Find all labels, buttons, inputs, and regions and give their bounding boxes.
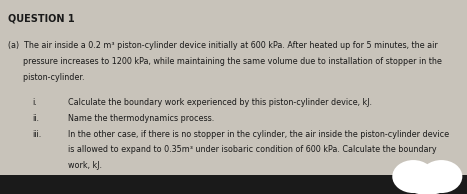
Text: is allowed to expand to 0.35m³ under isobaric condition of 600 kPa. Calculate th: is allowed to expand to 0.35m³ under iso… (68, 146, 436, 154)
Text: Calculate the boundary work experienced by this piston-cylinder device, kJ.: Calculate the boundary work experienced … (68, 98, 372, 107)
Text: i.: i. (33, 98, 37, 107)
Text: ii.: ii. (33, 114, 40, 123)
Ellipse shape (392, 160, 434, 193)
Bar (0, 175, 467, 194)
Text: piston-cylinder.: piston-cylinder. (8, 73, 85, 81)
Text: QUESTION 1: QUESTION 1 (8, 14, 75, 24)
Ellipse shape (404, 170, 451, 194)
Text: iii.: iii. (33, 130, 42, 139)
Text: Name the thermodynamics process.: Name the thermodynamics process. (68, 114, 214, 123)
Text: (a)  The air inside a 0.2 m³ piston-cylinder device initially at 600 kPa. After : (a) The air inside a 0.2 m³ piston-cylin… (8, 41, 438, 50)
Text: In the other case, if there is no stopper in the cylinder, the air inside the pi: In the other case, if there is no stoppe… (68, 130, 449, 139)
Text: pressure increases to 1200 kPa, while maintaining the same volume due to install: pressure increases to 1200 kPa, while ma… (8, 57, 442, 66)
Text: work, kJ.: work, kJ. (68, 161, 102, 170)
Ellipse shape (420, 160, 462, 193)
